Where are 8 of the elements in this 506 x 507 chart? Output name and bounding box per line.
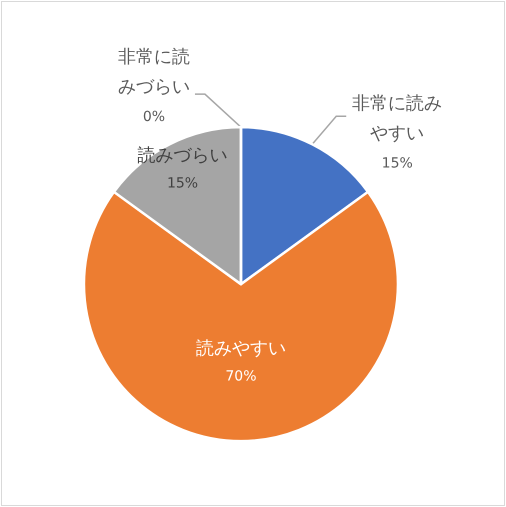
legend-label: 読みづらい bbox=[138, 144, 228, 166]
slice-label: 非常に読みやすい bbox=[352, 92, 442, 144]
category-label: 非常に読みづらい bbox=[118, 46, 190, 98]
data-label: 70% bbox=[225, 368, 257, 385]
data-label: 15% bbox=[166, 175, 198, 192]
slice-label: 読みやすい bbox=[196, 338, 286, 360]
data-label: 15% bbox=[382, 155, 413, 172]
text: 0% bbox=[142, 109, 166, 126]
